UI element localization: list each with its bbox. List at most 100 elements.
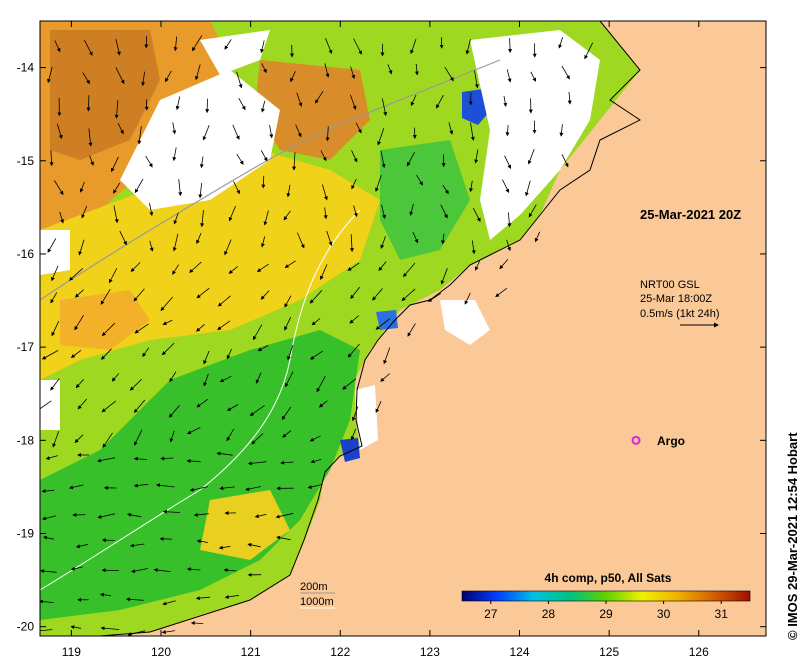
colorbar-tick-label: 30 (657, 607, 671, 621)
current-vector (130, 262, 141, 272)
current-vector (347, 343, 360, 358)
current-vector (100, 626, 120, 631)
current-vector (350, 286, 361, 300)
current-vector (115, 39, 121, 56)
current-vector (474, 149, 479, 164)
current-vector (169, 430, 175, 443)
current-vector (165, 70, 172, 83)
current-vector (161, 630, 176, 635)
map-plot-area[interactable]: Argo 25-Mar-2021 20Z NRT00 GSL 25-Mar 18… (35, 21, 766, 636)
current-vectors (40, 35, 594, 636)
current-vector (43, 535, 54, 540)
current-vector (320, 150, 327, 162)
current-vector (75, 543, 89, 549)
current-vector (375, 401, 382, 414)
current-vector (51, 265, 59, 282)
current-vector (224, 594, 239, 599)
current-vector (353, 38, 362, 55)
current-vector (218, 545, 231, 550)
map-frame (39, 20, 767, 637)
current-vector (387, 64, 393, 75)
current-vector (133, 456, 148, 461)
sst-green-patch-2 (380, 140, 470, 260)
current-vector (260, 40, 265, 54)
current-vector (74, 289, 84, 298)
current-vector (351, 406, 359, 422)
current-vector (190, 621, 204, 626)
current-vector (233, 181, 240, 195)
current-vector (409, 203, 414, 216)
current-vector (172, 233, 179, 252)
y-tick-label: -17 (17, 340, 35, 354)
current-vector (495, 287, 508, 298)
current-vector (47, 238, 57, 253)
current-vector (88, 128, 93, 147)
current-vector (325, 38, 333, 55)
current-vector (195, 323, 205, 332)
current-vector (567, 91, 572, 105)
current-vector (134, 323, 149, 334)
current-vector (50, 378, 60, 391)
current-vector (508, 38, 513, 53)
colorbar-title: 4h comp, p50, All Sats (545, 571, 672, 585)
current-vector (69, 268, 84, 281)
current-vector (412, 232, 419, 244)
argo-float-marker[interactable] (631, 435, 641, 445)
current-vector (561, 65, 570, 80)
current-vector (114, 100, 119, 119)
current-vector (506, 239, 511, 252)
y-tick-label: -14 (17, 61, 35, 75)
colorbar-tick-label: 27 (484, 607, 498, 621)
current-vector (260, 290, 270, 300)
current-vector (351, 178, 357, 190)
isobath-200m-line (40, 59, 501, 301)
current-vector (355, 122, 362, 134)
current-vector (134, 178, 144, 194)
current-vector (162, 509, 180, 514)
current-vector (56, 123, 63, 140)
current-vector (247, 461, 267, 466)
current-vector (160, 456, 174, 461)
current-vector (54, 40, 61, 53)
x-tick-label: 119 (62, 645, 81, 659)
current-vector (401, 288, 416, 302)
current-vector (74, 314, 84, 331)
sst-green-band (40, 330, 360, 620)
isobath-200m-label: 200m (300, 581, 328, 593)
current-source-time: 25-Mar 18:00Z (640, 293, 712, 305)
current-vector (381, 98, 388, 117)
current-vector (113, 205, 119, 224)
current-vector (406, 152, 415, 167)
current-vector (189, 261, 202, 273)
current-vector (40, 629, 53, 632)
current-vector (347, 262, 360, 271)
current-vector (130, 543, 145, 548)
current-vector (81, 205, 88, 219)
current-vector (255, 372, 262, 384)
current-vector (276, 535, 291, 541)
current-vector (54, 180, 64, 196)
current-vector (186, 459, 201, 464)
current-vector (280, 460, 294, 465)
current-vector (125, 597, 144, 602)
current-vector (290, 71, 296, 83)
current-vector (78, 239, 85, 256)
current-vector (257, 345, 269, 352)
current-vector (350, 428, 357, 441)
current-vector (198, 182, 203, 199)
sst-yellow-patch-1 (60, 290, 150, 350)
current-vector (534, 231, 541, 243)
current-vector (196, 398, 209, 408)
current-vector (223, 568, 237, 573)
current-vector (525, 180, 531, 197)
current-vector (441, 233, 446, 245)
current-vector (448, 122, 454, 135)
current-vector (111, 156, 119, 173)
current-vector (137, 126, 142, 145)
current-vector (350, 66, 356, 80)
current-vector (101, 568, 119, 573)
y-tick-label: -16 (17, 247, 35, 261)
current-vector (226, 348, 232, 360)
current-vector (286, 184, 291, 198)
